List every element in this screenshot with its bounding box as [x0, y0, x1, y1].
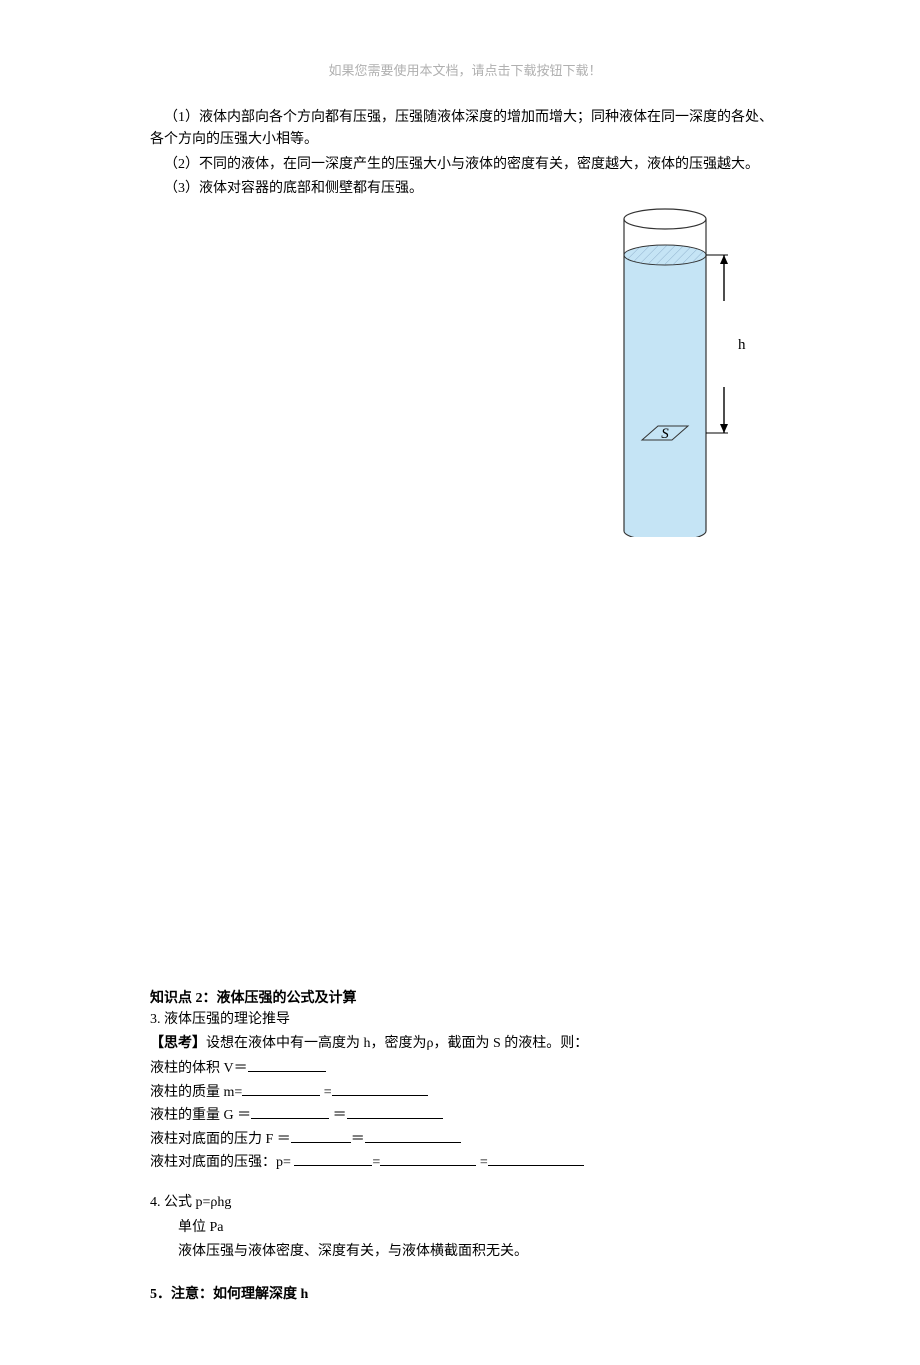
- paragraph-1: （1）液体内部向各个方向都有压强，压强随液体深度的增加而增大；同种液体在同一深度…: [150, 107, 780, 152]
- think-prefix: 【思考】: [150, 1036, 206, 1051]
- think-text: 设想在液体中有一高度为 h，密度为ρ，截面为 S 的液柱。则：: [206, 1036, 588, 1051]
- paragraph-2: （2）不同的液体，在同一深度产生的压强大小与液体的密度有关，密度越大，液体的压强…: [150, 154, 780, 176]
- blank: [291, 1128, 351, 1143]
- svg-text:h: h: [738, 337, 746, 353]
- blank: [294, 1151, 372, 1166]
- blank: [251, 1104, 329, 1119]
- item-4-line2: 单位 Pa: [178, 1217, 780, 1239]
- item-3-label: 3. 液体压强的理论推导: [150, 1009, 780, 1031]
- svg-text:S: S: [661, 426, 669, 442]
- item-4-line3: 液体压强与液体密度、深度有关，与液体横截面积无关。: [178, 1241, 780, 1263]
- blank: [365, 1128, 461, 1143]
- item-4-label: 4. 公式 p=ρhg: [150, 1192, 780, 1214]
- line-volume: 液柱的体积 V＝: [150, 1057, 780, 1080]
- blank: [380, 1151, 476, 1166]
- header-note: 如果您需要使用本文档，请点击下载按钮下载！: [150, 60, 780, 79]
- blank: [242, 1081, 320, 1096]
- blank: [332, 1081, 428, 1096]
- line-mass: 液柱的质量 m= =: [150, 1081, 780, 1104]
- blank: [488, 1151, 584, 1166]
- paragraph-3: （3）液体对容器的底部和侧壁都有压强。: [150, 178, 780, 200]
- line-pressure: 液柱对底面的压强：p= = =: [150, 1151, 780, 1174]
- blank: [248, 1057, 326, 1072]
- section-2-title: 知识点 2：液体压强的公式及计算: [150, 987, 780, 1007]
- blank: [347, 1104, 443, 1119]
- think-line: 【思考】设想在液体中有一高度为 h，密度为ρ，截面为 S 的液柱。则：: [150, 1033, 780, 1055]
- line-weight: 液柱的重量 G ＝ ＝: [150, 1104, 780, 1127]
- line-force: 液柱对底面的压力 F ＝＝: [150, 1128, 780, 1151]
- cylinder-diagram: Sh: [150, 207, 780, 547]
- item-5-label: 5．注意：如何理解深度 h: [150, 1283, 780, 1303]
